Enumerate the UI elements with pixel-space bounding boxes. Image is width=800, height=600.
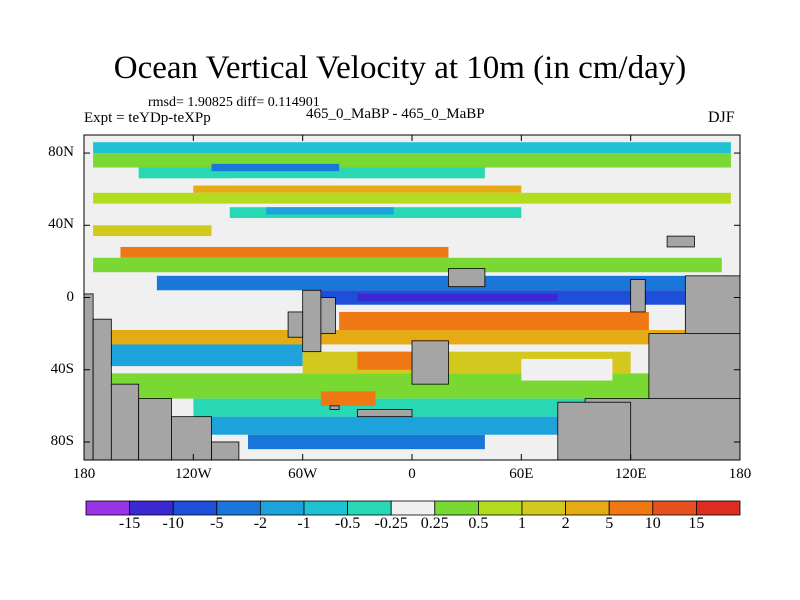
colorbar-swatch xyxy=(565,500,610,516)
colorbar-swatch xyxy=(434,500,479,516)
experiment-label: Expt = teYDp-teXPp xyxy=(84,110,211,126)
land-west-america-2 xyxy=(92,318,112,461)
y-tick-label: 80S xyxy=(50,432,74,449)
land-mask xyxy=(83,235,741,461)
nh-band-10 xyxy=(120,246,449,258)
y-tick-label: 40S xyxy=(50,360,74,377)
sh-white-1 xyxy=(521,358,613,381)
period-label: 465_0_MaBP - 465_0_MaBP xyxy=(306,106,485,122)
colorbar-swatch xyxy=(259,500,305,516)
colorbar-swatch xyxy=(521,500,566,516)
colorbar-label: 15 xyxy=(688,515,705,532)
y-tick-label: 80N xyxy=(48,144,74,161)
north-white-3 xyxy=(375,221,522,233)
nh-band-11 xyxy=(93,257,722,273)
land-mid-continent-2 xyxy=(320,297,336,335)
colorbar-swatch xyxy=(85,500,130,516)
x-tick-label: 120W xyxy=(174,466,212,482)
land-south-island xyxy=(356,409,413,418)
colorbar-swatch xyxy=(608,500,654,516)
nh-band-5 xyxy=(193,185,522,193)
nh-band-9 xyxy=(93,225,212,237)
x-tick-label: 0 xyxy=(408,466,416,482)
land-east-central-island xyxy=(411,340,449,385)
colorbar-label: -15 xyxy=(118,515,141,532)
arctic-band-4 xyxy=(211,163,340,172)
land-west-america-5 xyxy=(171,416,212,461)
colorbar-label: -10 xyxy=(162,515,184,532)
y-tick-label: 40N xyxy=(48,216,74,233)
stats-label: rmsd= 1.90825 diff= 0.114901 xyxy=(148,95,320,110)
land-west-america-3 xyxy=(110,383,140,461)
land-east-block-2 xyxy=(557,401,632,461)
colorbar-label: 0.25 xyxy=(420,515,449,532)
nh-band-8 xyxy=(266,207,394,215)
north-white-1 xyxy=(229,178,340,186)
colorbar-label: -2 xyxy=(253,515,268,532)
figure-title: Ocean Vertical Velocity at 10m (in cm/da… xyxy=(113,50,687,86)
land-west-america-6 xyxy=(211,441,240,461)
colorbar-swatch xyxy=(390,500,436,516)
season-label: DJF xyxy=(708,109,735,126)
colorbar-label: 1 xyxy=(518,515,526,532)
x-tick-label: 180 xyxy=(72,466,96,482)
colorbar-label: -5 xyxy=(210,515,224,532)
land-ne-island xyxy=(666,235,695,248)
velocity-contours xyxy=(93,142,740,450)
x-tick-label: 60W xyxy=(288,466,318,482)
sh-band-22 xyxy=(211,416,558,435)
land-north-island xyxy=(448,268,486,288)
colorbar-swatch xyxy=(347,500,392,516)
x-tick-label: 60E xyxy=(509,466,534,482)
sh-band-21 xyxy=(193,398,631,417)
arctic-band-3 xyxy=(138,167,485,179)
colorbar-swatch xyxy=(696,500,741,516)
colorbar-label: 5 xyxy=(605,515,614,532)
eq-band-12 xyxy=(156,275,722,291)
land-east-block-3 xyxy=(648,333,741,400)
land-west-america xyxy=(83,293,94,461)
colorbar xyxy=(85,500,741,516)
colorbar-label: -1 xyxy=(297,515,311,532)
colorbar-swatch xyxy=(477,500,523,516)
colorbar-swatch xyxy=(172,500,218,516)
land-south-islet xyxy=(329,405,340,410)
sh-band-15 xyxy=(339,311,649,330)
sh-band-17 xyxy=(102,344,303,367)
colorbar-swatch xyxy=(129,500,174,516)
land-west-america-4 xyxy=(138,398,172,461)
y-tick-label: 0 xyxy=(66,288,75,305)
land-east-block-4 xyxy=(684,275,741,335)
colorbar-swatch xyxy=(303,500,348,516)
colorbar-swatch xyxy=(216,500,261,516)
north-white-2 xyxy=(521,218,740,244)
arctic-band-2 xyxy=(93,153,731,168)
x-tick-label: 180 xyxy=(728,466,752,482)
colorbar-label: 10 xyxy=(644,515,661,532)
colorbar-label: -0.5 xyxy=(334,515,361,532)
x-tick-label: 120E xyxy=(614,466,647,482)
land-mid-continent-1 xyxy=(302,289,322,353)
land-mid-continent-3 xyxy=(287,311,304,338)
colorbar-swatch xyxy=(652,500,697,516)
land-east-block-5 xyxy=(630,279,646,313)
eq-band-14 xyxy=(357,293,558,302)
colorbar-label: -0.25 xyxy=(374,515,408,532)
colorbar-label: 0.5 xyxy=(468,515,489,532)
nh-band-6 xyxy=(93,192,731,204)
colorbar-label: 2 xyxy=(561,515,570,532)
arctic-band-1 xyxy=(93,142,731,154)
sh-band-23 xyxy=(248,434,485,450)
sh-band-24 xyxy=(320,391,376,406)
sh-band-16 xyxy=(102,330,686,345)
axis-ticks xyxy=(83,135,741,460)
